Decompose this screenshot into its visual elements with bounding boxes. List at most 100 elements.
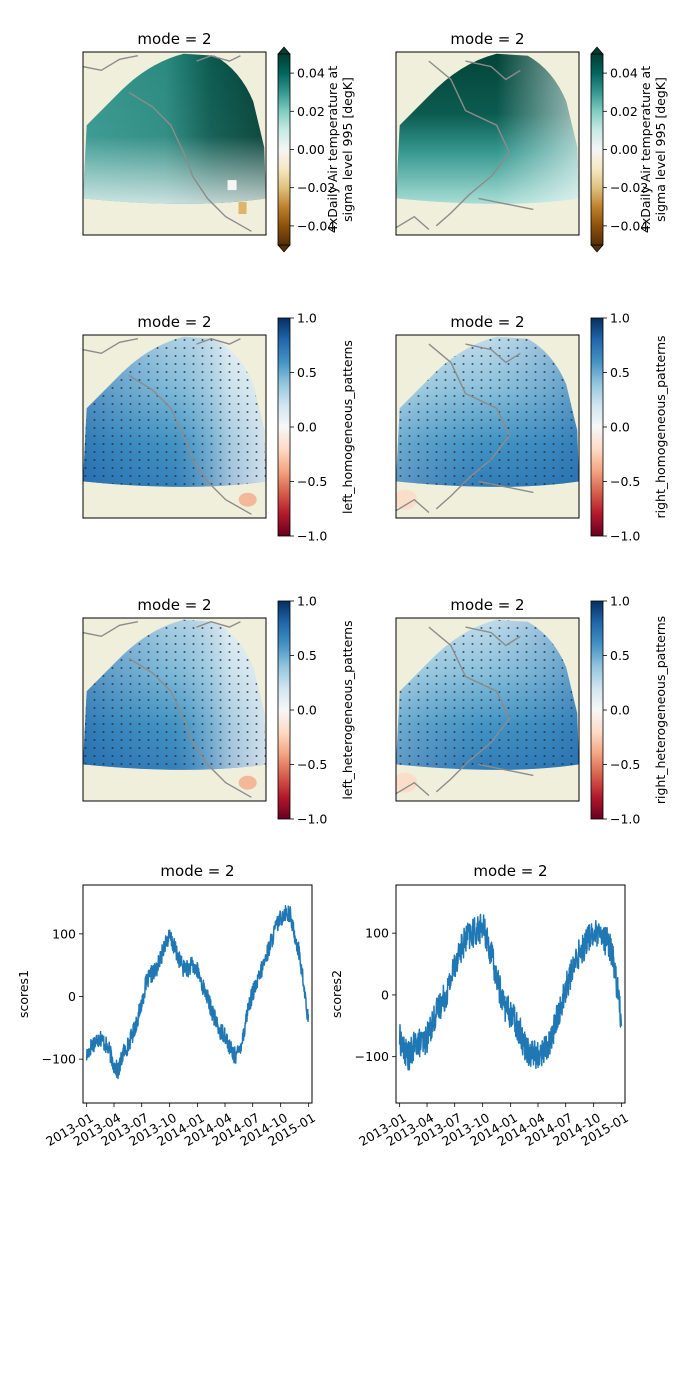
colorbar-bar xyxy=(590,600,604,820)
map-frame xyxy=(82,334,267,519)
colorbar-label-line: right_homogeneous_patterns xyxy=(653,335,668,518)
colorbar: 1.0 0.5 0.0 −0.5 −1.0 left_homogeneous_patter… xyxy=(277,311,355,544)
colorbar-tick-label: −0.5 xyxy=(297,474,327,489)
colorbar-tick-label: 0.5 xyxy=(610,648,630,663)
panel-title: mode = 2 xyxy=(450,596,524,614)
negative-region xyxy=(238,775,257,790)
colorbar-tick-label: 0.02 xyxy=(610,104,638,119)
colorbar-tick-label: 1.0 xyxy=(297,311,317,326)
significance-stippling xyxy=(396,336,579,487)
y-tick-label: −100 xyxy=(42,1052,76,1067)
colorbar-label-line: sigma level 995 [degK] xyxy=(653,77,668,222)
colorbar-tick-label: −1.0 xyxy=(297,812,327,827)
colorbar-tick-label: −0.04 xyxy=(297,218,335,233)
colorbar-extend-max xyxy=(590,46,604,55)
map-content xyxy=(396,52,579,235)
negative-region xyxy=(238,492,257,507)
colorbar-label-line: 4xDaily Air temperature at xyxy=(325,66,340,233)
colorbar: 1.0 0.5 0.0 −0.5 −1.0 right_heterogeneous_pat… xyxy=(590,594,668,827)
negative-anomaly-cell xyxy=(238,202,247,215)
map-frame xyxy=(82,617,267,802)
coastline xyxy=(396,60,534,231)
y-tick-label: 100 xyxy=(365,926,389,941)
colorbar-tick-label: −0.02 xyxy=(297,180,335,195)
coastline xyxy=(83,54,252,232)
negative-region xyxy=(396,489,418,510)
y-axis-label-text: scores2 xyxy=(329,970,344,1018)
colorbar-extend-max xyxy=(277,46,291,55)
field-shading xyxy=(396,53,579,204)
colorbar-tick-label: 0.0 xyxy=(297,420,317,435)
colorbar-tick-label: −1.0 xyxy=(297,529,327,544)
map-content xyxy=(83,335,266,518)
y-tick-label: 0 xyxy=(381,987,389,1002)
colorbar-label-line: left_homogeneous_patterns xyxy=(340,340,355,514)
timeseries-panel-1: mode = 21000−100scores12013-012013-04201… xyxy=(16,862,318,1149)
map-content xyxy=(83,52,266,235)
colorbar-bar xyxy=(590,53,604,246)
panel-title: mode = 2 xyxy=(450,313,524,331)
colorbar-tick-label: 0.0 xyxy=(610,420,630,435)
field-shading xyxy=(83,53,266,204)
map-panel-het-right: mode = 2 1.0 0.5 0.0 −0.5 −1.0 right_heterogen… xyxy=(395,594,668,827)
colorbar-tick-label: −0.5 xyxy=(610,474,640,489)
colorbar-tick-label: 0.04 xyxy=(297,66,325,81)
significance-stippling xyxy=(83,619,266,770)
colorbar-tick-label: 0.0 xyxy=(610,703,630,718)
map-panel-het-left: mode = 2 1.0 0.5 0.0 −0.5 −1.0 left_heterogene… xyxy=(82,594,355,827)
colorbar-tick-label: −1.0 xyxy=(610,812,640,827)
panel-title: mode = 2 xyxy=(137,30,211,48)
y-axis-label: scores1 xyxy=(16,970,31,1018)
y-axis-label: scores2 xyxy=(329,970,344,1018)
map-panel-hom-right: mode = 2 1.0 0.5 0.0 −0.5 −1.0 right_homogeneo… xyxy=(395,311,668,544)
map-content xyxy=(83,618,266,801)
colorbar-tick-label: 0.5 xyxy=(297,365,317,380)
colorbar-tick-label: 0.00 xyxy=(610,142,638,157)
colorbar-tick-label: 0.02 xyxy=(297,104,325,119)
colorbar-tick-label: −1.0 xyxy=(610,529,640,544)
chart-title: mode = 2 xyxy=(160,862,234,880)
colorbar-label: 4xDaily Air temperature at sigma level 99… xyxy=(325,66,355,233)
colorbar-tick-label: −0.5 xyxy=(297,757,327,772)
y-tick-label: −100 xyxy=(355,1049,389,1064)
colorbar-tick-label: −0.04 xyxy=(610,218,648,233)
map-panel-hom-left: mode = 2 1.0 0.5 0.0 −0.5 −1.0 left_homogeneou… xyxy=(82,311,355,544)
y-axis-label-text: scores1 xyxy=(16,970,31,1018)
colorbar-label: right_heterogeneous_patterns xyxy=(653,616,668,804)
panel-title: mode = 2 xyxy=(137,596,211,614)
colorbar-tick-label: 0.5 xyxy=(297,648,317,663)
coastline xyxy=(83,620,252,798)
series-line xyxy=(85,905,310,1080)
timeseries-panel-2: mode = 21000−100scores22013-012013-04201… xyxy=(329,862,631,1149)
map-content xyxy=(396,618,579,801)
colorbar-bar xyxy=(590,317,604,537)
colorbar-label: left_heterogeneous_patterns xyxy=(340,620,355,799)
colorbar-label-line: 4xDaily Air temperature at xyxy=(638,66,653,233)
chart-frame xyxy=(395,884,626,1104)
significance-stippling xyxy=(396,619,579,770)
colorbar-label: left_homogeneous_patterns xyxy=(340,340,355,514)
significance-stippling xyxy=(83,336,266,487)
colorbar-bar xyxy=(277,317,291,537)
colorbar-bar xyxy=(277,53,291,246)
coastline xyxy=(396,626,534,797)
colorbar-label-line: sigma level 995 [degK] xyxy=(340,77,355,222)
panel-title: mode = 2 xyxy=(450,30,524,48)
colorbar-tick-label: 0.00 xyxy=(297,142,325,157)
colorbar: 1.0 0.5 0.0 −0.5 −1.0 left_heterogeneous_patt… xyxy=(277,594,355,827)
map-frame xyxy=(82,51,267,236)
colorbar-tick-label: 0.0 xyxy=(297,703,317,718)
map-frame xyxy=(395,617,580,802)
colorbar-tick-label: 1.0 xyxy=(610,311,630,326)
y-tick-label: 0 xyxy=(68,989,76,1004)
chart-title: mode = 2 xyxy=(473,862,547,880)
colorbar-tick-label: −0.5 xyxy=(610,757,640,772)
colorbar-label-line: left_heterogeneous_patterns xyxy=(340,620,355,799)
map-frame xyxy=(395,334,580,519)
colorbar: 1.0 0.5 0.0 −0.5 −1.0 right_homogeneous_patte… xyxy=(590,311,668,544)
map-content xyxy=(396,335,579,518)
